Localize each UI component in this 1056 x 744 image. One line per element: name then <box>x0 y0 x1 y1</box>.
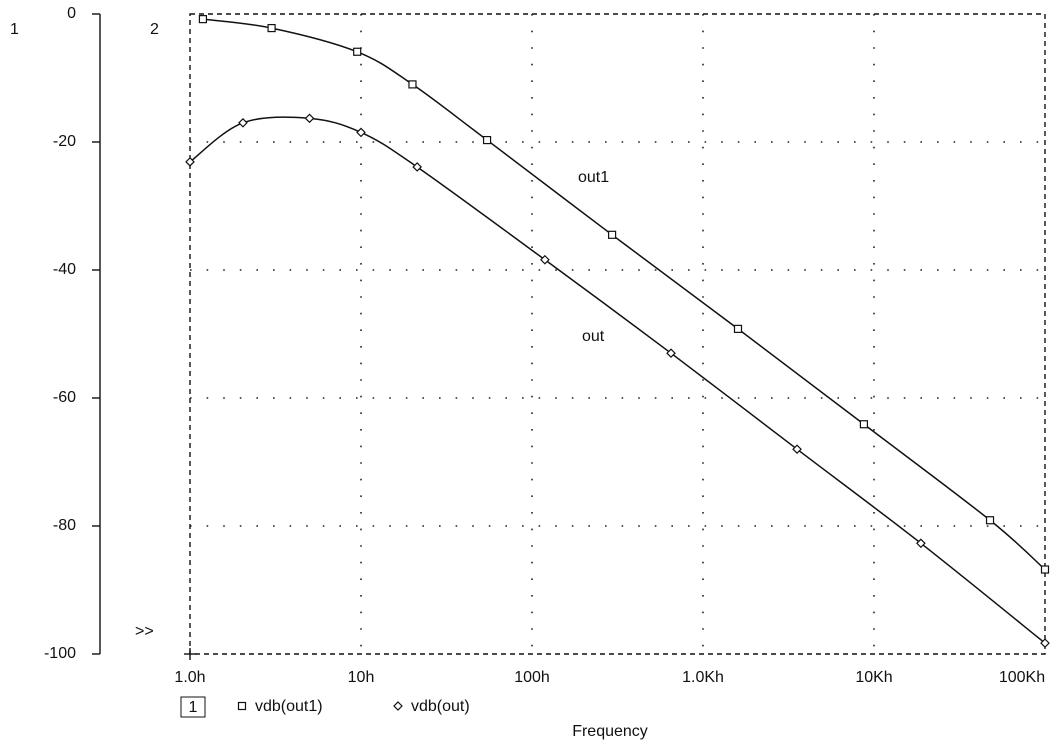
marker <box>198 15 208 24</box>
marker <box>353 47 362 56</box>
marker <box>412 162 423 172</box>
marker <box>859 420 869 429</box>
plot-frame <box>189 13 1046 655</box>
marker <box>304 113 315 124</box>
marker <box>916 538 926 549</box>
y-tick-label: -100 <box>44 645 76 662</box>
legend-marker <box>393 701 403 711</box>
y-tick-label: -60 <box>53 389 76 406</box>
marker <box>238 117 248 128</box>
legend-label: vdb(out) <box>411 698 470 715</box>
series-label: out <box>582 328 605 345</box>
legend-id: 1 <box>189 699 198 716</box>
x-tick-label: 100Kh <box>999 669 1045 686</box>
series-line <box>189 116 1046 644</box>
y-tick-label: 0 <box>67 5 76 22</box>
legend-marker <box>237 701 247 711</box>
marker <box>356 127 366 138</box>
x-tick-label: 10Kh <box>855 669 892 686</box>
marker <box>607 230 617 239</box>
marker <box>408 80 417 89</box>
x-axis-label: Frequency <box>572 723 648 740</box>
x-tick-label: 10h <box>348 669 375 686</box>
axis-id: 2 <box>150 21 159 38</box>
y-tick-label: -20 <box>53 133 76 150</box>
y-tick-label: -80 <box>53 517 76 534</box>
x-tick-label: 1.0Kh <box>682 669 724 686</box>
marker <box>185 156 195 167</box>
marker <box>792 444 802 455</box>
marker <box>985 516 995 525</box>
x-tick-label: 100h <box>514 669 550 686</box>
marker <box>666 348 676 359</box>
marker <box>540 254 550 265</box>
marker <box>733 324 743 333</box>
marker <box>1040 638 1050 648</box>
y-tick-label: -40 <box>53 261 76 278</box>
legend-label: vdb(out1) <box>255 698 323 715</box>
marker <box>1040 565 1050 574</box>
cursor-marker: >> <box>135 623 154 640</box>
marker <box>482 135 492 145</box>
axis-id: 1 <box>10 21 19 38</box>
x-tick-label: 1.0h <box>174 669 205 686</box>
legend-box <box>180 696 206 718</box>
marker <box>267 23 276 33</box>
series-label: out1 <box>578 169 609 186</box>
series-line <box>202 18 1046 571</box>
